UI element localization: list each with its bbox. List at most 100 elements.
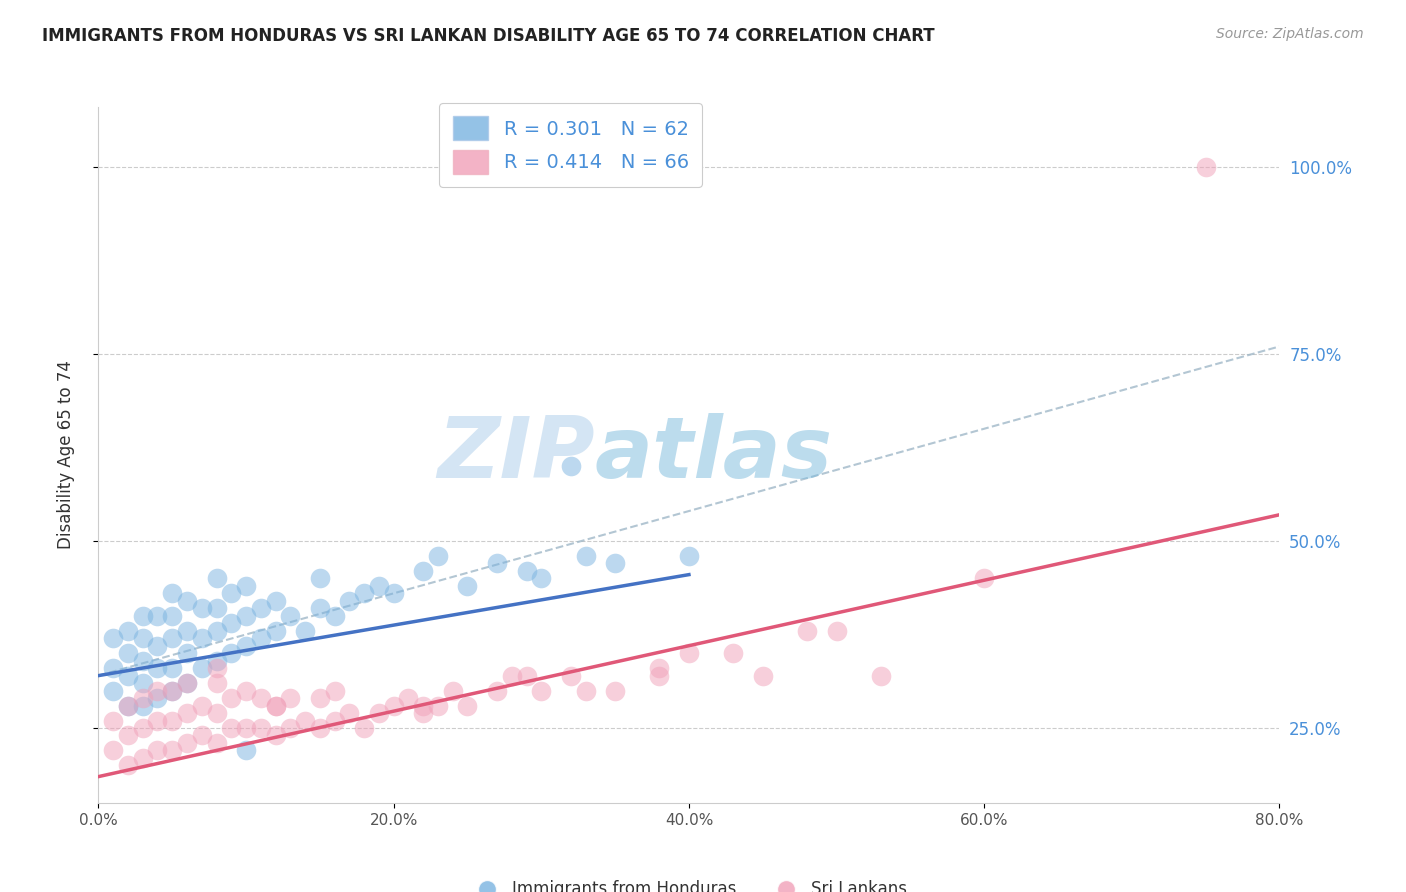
Point bbox=[132, 631, 155, 645]
Point bbox=[191, 661, 214, 675]
Point bbox=[235, 579, 257, 593]
Point bbox=[427, 698, 450, 713]
Point bbox=[162, 683, 183, 698]
Point bbox=[205, 706, 228, 720]
Point bbox=[339, 706, 360, 720]
Point bbox=[456, 698, 478, 713]
Point bbox=[162, 714, 183, 728]
Text: atlas: atlas bbox=[595, 413, 832, 497]
Point bbox=[751, 668, 773, 682]
Point bbox=[396, 691, 419, 706]
Point bbox=[515, 668, 537, 682]
Point bbox=[162, 631, 183, 645]
Point bbox=[132, 691, 155, 706]
Point bbox=[146, 691, 169, 706]
Point bbox=[574, 683, 596, 698]
Text: Source: ZipAtlas.com: Source: ZipAtlas.com bbox=[1216, 27, 1364, 41]
Point bbox=[117, 624, 139, 638]
Point bbox=[176, 736, 198, 750]
Point bbox=[132, 676, 155, 690]
Point bbox=[678, 549, 700, 563]
Point bbox=[678, 646, 700, 660]
Point bbox=[309, 721, 332, 735]
Point bbox=[264, 624, 287, 638]
Point bbox=[353, 721, 375, 735]
Point bbox=[278, 608, 302, 623]
Point bbox=[309, 691, 332, 706]
Point bbox=[250, 601, 273, 615]
Point bbox=[146, 714, 169, 728]
Point bbox=[250, 691, 273, 706]
Point bbox=[412, 706, 434, 720]
Point bbox=[235, 683, 257, 698]
Point bbox=[486, 557, 509, 571]
Point bbox=[264, 729, 287, 743]
Point bbox=[176, 676, 198, 690]
Point bbox=[132, 751, 155, 765]
Point bbox=[205, 676, 228, 690]
Point bbox=[205, 571, 228, 585]
Point bbox=[132, 608, 155, 623]
Point bbox=[264, 594, 287, 608]
Point bbox=[501, 668, 523, 682]
Y-axis label: Disability Age 65 to 74: Disability Age 65 to 74 bbox=[56, 360, 75, 549]
Point bbox=[205, 661, 228, 675]
Point bbox=[117, 668, 139, 682]
Point bbox=[605, 557, 627, 571]
Point bbox=[205, 601, 228, 615]
Point bbox=[294, 624, 316, 638]
Point bbox=[132, 654, 155, 668]
Point bbox=[264, 698, 287, 713]
Point bbox=[191, 698, 214, 713]
Point bbox=[205, 736, 228, 750]
Point bbox=[191, 631, 214, 645]
Point bbox=[103, 743, 125, 757]
Point bbox=[132, 698, 155, 713]
Point bbox=[323, 683, 346, 698]
Point bbox=[869, 668, 891, 682]
Point bbox=[486, 683, 509, 698]
Point bbox=[309, 571, 332, 585]
Point bbox=[146, 683, 169, 698]
Point bbox=[427, 549, 450, 563]
Point bbox=[235, 639, 257, 653]
Point bbox=[219, 721, 242, 735]
Point bbox=[176, 594, 198, 608]
Point bbox=[560, 668, 582, 682]
Point bbox=[103, 714, 125, 728]
Point bbox=[103, 631, 125, 645]
Point bbox=[205, 624, 228, 638]
Point bbox=[530, 571, 553, 585]
Point bbox=[162, 661, 183, 675]
Point bbox=[162, 586, 183, 600]
Point bbox=[176, 624, 198, 638]
Point bbox=[132, 721, 155, 735]
Point bbox=[294, 714, 316, 728]
Point bbox=[162, 608, 183, 623]
Point bbox=[515, 564, 537, 578]
Legend: Immigrants from Honduras, Sri Lankans: Immigrants from Honduras, Sri Lankans bbox=[464, 874, 914, 892]
Point bbox=[648, 661, 671, 675]
Point bbox=[323, 714, 346, 728]
Point bbox=[117, 758, 139, 772]
Point bbox=[146, 743, 169, 757]
Point bbox=[176, 646, 198, 660]
Point bbox=[103, 661, 125, 675]
Point bbox=[117, 646, 139, 660]
Point bbox=[353, 586, 375, 600]
Point bbox=[412, 564, 434, 578]
Point bbox=[117, 698, 139, 713]
Point bbox=[456, 579, 478, 593]
Point bbox=[1195, 160, 1218, 174]
Point bbox=[382, 698, 405, 713]
Point bbox=[117, 698, 139, 713]
Point bbox=[176, 676, 198, 690]
Point bbox=[191, 729, 214, 743]
Point bbox=[796, 624, 818, 638]
Point bbox=[323, 608, 346, 623]
Point bbox=[235, 743, 257, 757]
Point bbox=[368, 579, 391, 593]
Point bbox=[146, 608, 169, 623]
Point bbox=[235, 721, 257, 735]
Point bbox=[278, 691, 302, 706]
